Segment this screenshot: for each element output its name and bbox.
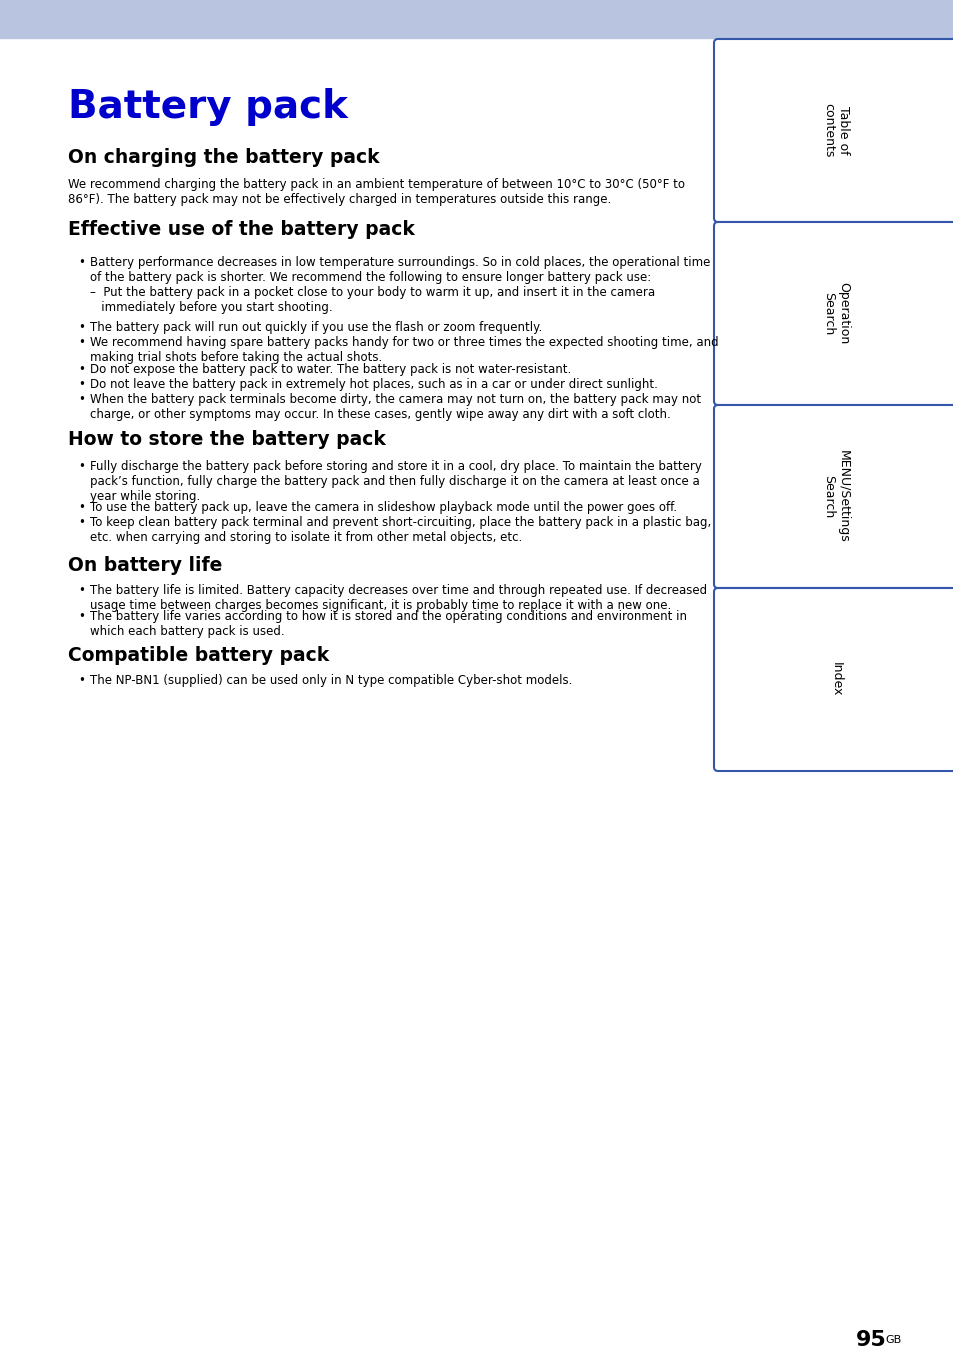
Text: •: • xyxy=(78,516,85,528)
Text: •: • xyxy=(78,378,85,392)
Text: We recommend charging the battery pack in an ambient temperature of between 10°C: We recommend charging the battery pack i… xyxy=(68,178,684,205)
Text: To use the battery pack up, leave the camera in slideshow playback mode until th: To use the battery pack up, leave the ca… xyxy=(90,501,677,513)
Text: GB: GB xyxy=(884,1335,901,1344)
Text: The battery life is limited. Battery capacity decreases over time and through re: The battery life is limited. Battery cap… xyxy=(90,585,706,612)
Text: Battery pack: Battery pack xyxy=(68,88,348,126)
FancyBboxPatch shape xyxy=(713,38,953,222)
Text: Index: Index xyxy=(828,663,841,697)
Text: Effective use of the battery pack: Effective use of the battery pack xyxy=(68,220,415,240)
Text: The battery life varies according to how it is stored and the operating conditio: The battery life varies according to how… xyxy=(90,611,686,638)
FancyBboxPatch shape xyxy=(713,589,953,771)
Text: When the battery pack terminals become dirty, the camera may not turn on, the ba: When the battery pack terminals become d… xyxy=(90,393,700,422)
Text: Fully discharge the battery pack before storing and store it in a cool, dry plac: Fully discharge the battery pack before … xyxy=(90,460,701,502)
Text: 95: 95 xyxy=(855,1331,886,1350)
Bar xyxy=(0,0,953,38)
Text: On battery life: On battery life xyxy=(68,556,222,575)
Text: •: • xyxy=(78,256,85,268)
Text: Operation
Search: Operation Search xyxy=(821,282,849,345)
Text: •: • xyxy=(78,335,85,349)
Text: •: • xyxy=(78,363,85,376)
Text: Do not leave the battery pack in extremely hot places, such as in a car or under: Do not leave the battery pack in extreme… xyxy=(90,378,658,392)
FancyBboxPatch shape xyxy=(713,222,953,405)
Text: On charging the battery pack: On charging the battery pack xyxy=(68,148,379,167)
Text: The NP-BN1 (supplied) can be used only in N type compatible Cyber-shot models.: The NP-BN1 (supplied) can be used only i… xyxy=(90,674,572,687)
Text: Table of
contents: Table of contents xyxy=(821,103,849,157)
Text: •: • xyxy=(78,611,85,623)
Text: How to store the battery pack: How to store the battery pack xyxy=(68,430,385,449)
Text: •: • xyxy=(78,320,85,334)
Text: •: • xyxy=(78,460,85,474)
Text: We recommend having spare battery packs handy for two or three times the expecte: We recommend having spare battery packs … xyxy=(90,335,718,364)
Text: Battery performance decreases in low temperature surroundings. So in cold places: Battery performance decreases in low tem… xyxy=(90,256,710,314)
Text: •: • xyxy=(78,501,85,513)
Text: •: • xyxy=(78,393,85,407)
Text: •: • xyxy=(78,585,85,597)
Text: The battery pack will run out quickly if you use the flash or zoom frequently.: The battery pack will run out quickly if… xyxy=(90,320,541,334)
Text: MENU/Settings
Search: MENU/Settings Search xyxy=(821,450,849,543)
Text: Compatible battery pack: Compatible battery pack xyxy=(68,646,329,665)
FancyBboxPatch shape xyxy=(713,405,953,589)
Text: To keep clean battery pack terminal and prevent short-circuiting, place the batt: To keep clean battery pack terminal and … xyxy=(90,516,711,543)
Text: •: • xyxy=(78,674,85,687)
Text: Do not expose the battery pack to water. The battery pack is not water-resistant: Do not expose the battery pack to water.… xyxy=(90,363,571,376)
